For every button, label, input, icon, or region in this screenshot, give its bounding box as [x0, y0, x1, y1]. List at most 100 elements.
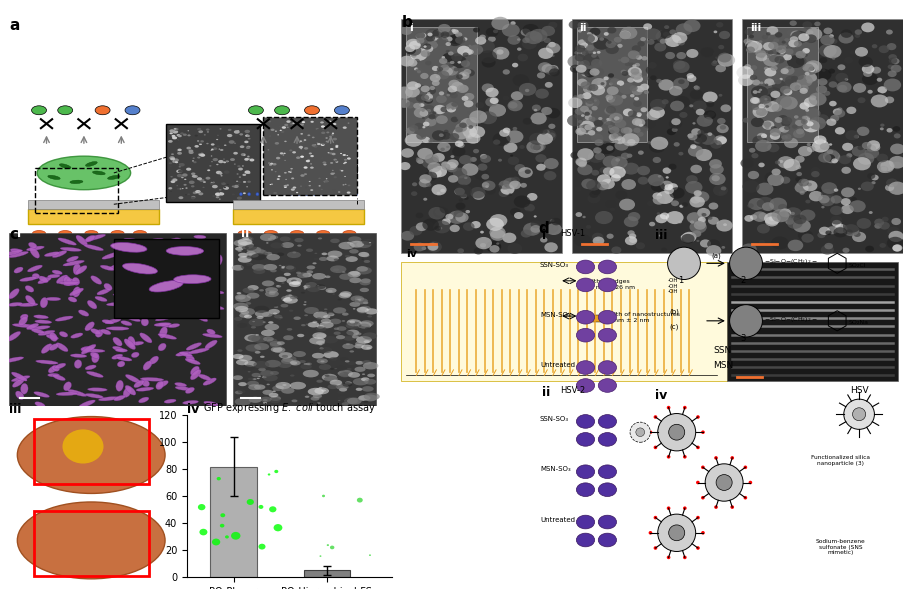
Circle shape — [824, 154, 834, 161]
Circle shape — [303, 147, 308, 150]
Circle shape — [786, 29, 797, 37]
Ellipse shape — [112, 244, 132, 247]
Circle shape — [241, 246, 249, 250]
Circle shape — [517, 48, 521, 51]
Circle shape — [795, 75, 812, 87]
Ellipse shape — [129, 299, 148, 303]
Circle shape — [235, 247, 243, 251]
Circle shape — [684, 181, 701, 194]
Circle shape — [233, 152, 238, 155]
Circle shape — [466, 133, 480, 144]
Circle shape — [790, 31, 807, 44]
Circle shape — [787, 240, 803, 251]
Circle shape — [456, 46, 470, 55]
Circle shape — [635, 428, 644, 436]
Circle shape — [210, 161, 213, 162]
Circle shape — [481, 181, 495, 191]
Circle shape — [532, 144, 540, 150]
Circle shape — [238, 296, 244, 299]
Circle shape — [346, 398, 362, 405]
Circle shape — [286, 328, 292, 330]
Circle shape — [693, 190, 701, 196]
Circle shape — [701, 91, 717, 102]
Circle shape — [813, 145, 819, 150]
Circle shape — [586, 87, 592, 91]
Circle shape — [245, 244, 257, 250]
Circle shape — [316, 325, 324, 329]
Circle shape — [423, 198, 427, 201]
Circle shape — [576, 158, 587, 166]
Text: i: i — [408, 23, 412, 33]
Circle shape — [779, 126, 788, 133]
Ellipse shape — [322, 193, 324, 196]
Text: SSN-SO₃: SSN-SO₃ — [539, 262, 568, 267]
Circle shape — [363, 401, 368, 403]
Circle shape — [297, 334, 304, 337]
Circle shape — [425, 183, 431, 187]
Ellipse shape — [68, 297, 77, 302]
Circle shape — [427, 32, 432, 37]
Circle shape — [548, 68, 559, 77]
Circle shape — [854, 29, 861, 35]
Circle shape — [777, 47, 782, 50]
Circle shape — [438, 133, 444, 137]
Circle shape — [263, 375, 278, 381]
Circle shape — [440, 188, 445, 193]
Circle shape — [864, 148, 878, 159]
Circle shape — [691, 230, 701, 237]
Circle shape — [439, 204, 453, 214]
Circle shape — [627, 110, 636, 117]
Circle shape — [183, 184, 187, 186]
Circle shape — [451, 82, 464, 91]
Circle shape — [469, 187, 485, 198]
Circle shape — [339, 388, 347, 392]
Ellipse shape — [115, 349, 128, 352]
Circle shape — [510, 21, 515, 25]
Text: iv: iv — [406, 249, 417, 259]
Circle shape — [829, 206, 842, 215]
Circle shape — [343, 154, 345, 156]
Circle shape — [276, 285, 279, 286]
Circle shape — [781, 117, 792, 125]
Circle shape — [262, 336, 273, 342]
Circle shape — [890, 65, 900, 72]
Circle shape — [580, 178, 595, 189]
Circle shape — [805, 108, 820, 119]
Circle shape — [778, 49, 784, 54]
Circle shape — [707, 216, 711, 220]
Circle shape — [568, 97, 582, 108]
Circle shape — [345, 343, 350, 345]
Circle shape — [422, 156, 439, 168]
Circle shape — [854, 47, 867, 57]
Circle shape — [754, 140, 771, 152]
Circle shape — [582, 216, 585, 219]
Circle shape — [785, 211, 791, 216]
Circle shape — [815, 114, 828, 124]
Circle shape — [346, 155, 348, 156]
Circle shape — [593, 120, 602, 127]
Circle shape — [281, 266, 285, 267]
Circle shape — [306, 270, 312, 273]
Circle shape — [248, 289, 251, 291]
Circle shape — [253, 361, 269, 369]
Ellipse shape — [35, 320, 52, 323]
Circle shape — [456, 84, 468, 93]
Circle shape — [343, 253, 349, 256]
Circle shape — [623, 216, 638, 227]
Circle shape — [440, 148, 445, 151]
Circle shape — [493, 140, 500, 145]
Circle shape — [755, 52, 766, 61]
Circle shape — [431, 166, 446, 177]
Circle shape — [540, 26, 555, 36]
Circle shape — [817, 78, 826, 85]
Circle shape — [646, 201, 653, 206]
Circle shape — [615, 190, 627, 199]
Circle shape — [318, 186, 321, 187]
Ellipse shape — [182, 257, 198, 266]
Circle shape — [290, 382, 306, 389]
Circle shape — [860, 22, 874, 32]
Circle shape — [874, 223, 881, 229]
Circle shape — [675, 23, 691, 36]
Ellipse shape — [30, 326, 50, 330]
Circle shape — [510, 91, 523, 100]
